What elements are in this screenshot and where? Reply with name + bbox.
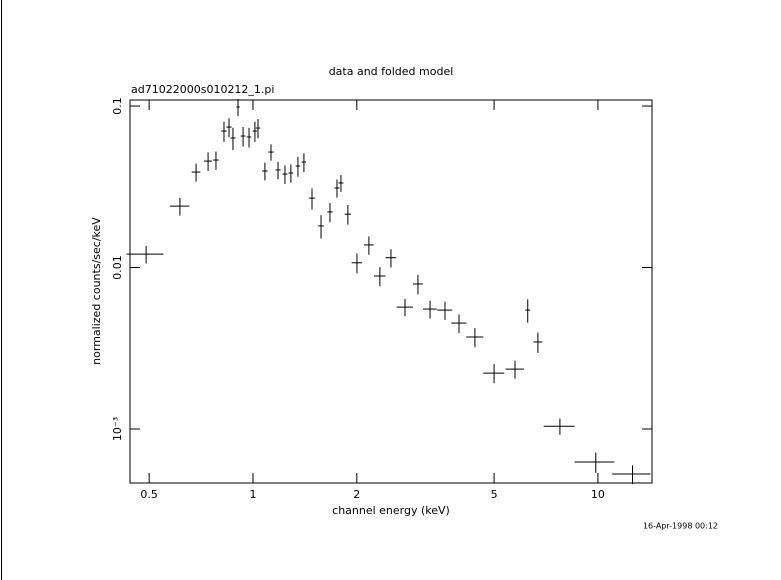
x-tick-label: 0.5 [140,488,158,501]
y-tick-label: 0.01 [111,255,124,280]
y-axis-label: normalized counts/sec/keV [90,217,103,365]
chart-subtitle: ad71022000s010212_1.pi [131,83,274,96]
y-tick-label: 10⁻³ [111,417,124,441]
plot-frame [129,99,653,484]
timestamp: 16-Apr-1998 00:12 [643,522,718,531]
y-tick-label: 0.1 [111,97,124,115]
x-tick-label: 5 [491,488,498,501]
x-tick-label: 2 [353,488,360,501]
chart-title: data and folded model [329,65,454,78]
x-tick-label: 10 [591,488,605,501]
x-tick-label: 1 [249,488,256,501]
x-axis-label: channel energy (keV) [332,504,450,517]
